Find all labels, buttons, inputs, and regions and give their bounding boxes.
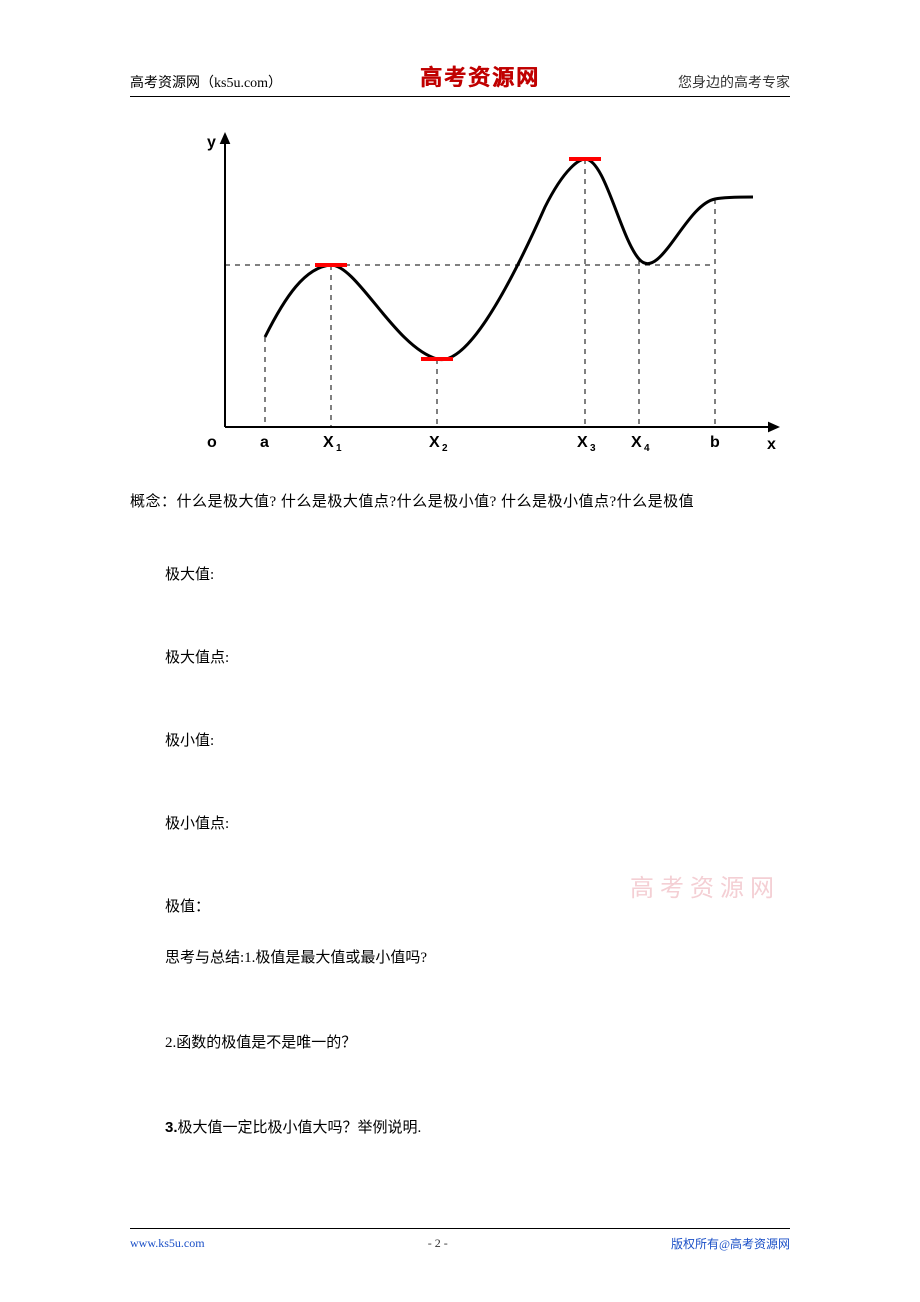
think-summary: 思考与总结:1.极值是最大值或最小值吗? 2.函数的极值是不是唯一的？ 3.极大… [165, 946, 790, 1137]
page-footer: www.ks5u.com - 2 - 版权所有@高考资源网 [130, 1228, 790, 1252]
header-left-text: 高考资源网（ks5u.com） [130, 72, 282, 92]
svg-text:o: o [207, 434, 217, 451]
svg-text:y: y [207, 134, 216, 151]
svg-text:X: X [631, 434, 642, 451]
page-header: 高考资源网（ks5u.com） 高考资源网 您身边的高考专家 [130, 60, 790, 97]
svg-text:3: 3 [590, 443, 596, 454]
svg-text:b: b [710, 434, 720, 451]
document-page: 高考资源网（ks5u.com） 高考资源网 您身边的高考专家 yoxaX1X2X… [0, 0, 920, 1302]
svg-text:2: 2 [442, 443, 448, 454]
svg-text:X: X [429, 434, 440, 451]
svg-text:X: X [323, 434, 334, 451]
term-local-max-point: 极大值点: [165, 646, 790, 667]
think-q3: 3.极大值一定比极小值大吗？举例说明. [165, 1116, 790, 1137]
term-local-max: 极大值: [165, 563, 790, 584]
think-q1: 思考与总结:1.极值是最大值或最小值吗? [165, 946, 790, 967]
term-local-min-point: 极小值点: [165, 812, 790, 833]
header-right-text: 您身边的高考专家 [678, 72, 790, 92]
extrema-graph: yoxaX1X2X3X4b [165, 127, 790, 472]
term-local-min: 极小值: [165, 729, 790, 750]
footer-page-number: - 2 - [428, 1236, 448, 1251]
svg-text:1: 1 [336, 443, 342, 454]
svg-text:x: x [767, 436, 776, 453]
svg-text:a: a [260, 434, 269, 451]
term-extremum: 极值： [165, 895, 790, 916]
concept-question-line: 概念：什么是极大值? 什么是极大值点?什么是极小值? 什么是极小值点?什么是极值 [130, 490, 790, 511]
think-q2: 2.函数的极值是不是唯一的？ [165, 1031, 790, 1052]
term-definitions: 极大值: 极大值点: 极小值: 极小值点: 极值： [165, 563, 790, 916]
header-center-brand: 高考资源网 [420, 60, 540, 92]
footer-copyright: 版权所有@高考资源网 [671, 1235, 790, 1252]
think-q3-text: 极大值一定比极小值大吗？举例说明. [178, 1120, 422, 1136]
svg-text:X: X [577, 434, 588, 451]
think-q3-number: 3. [165, 1119, 178, 1136]
svg-text:4: 4 [644, 443, 650, 454]
footer-url: www.ks5u.com [130, 1236, 205, 1251]
graph-svg: yoxaX1X2X3X4b [165, 127, 785, 467]
